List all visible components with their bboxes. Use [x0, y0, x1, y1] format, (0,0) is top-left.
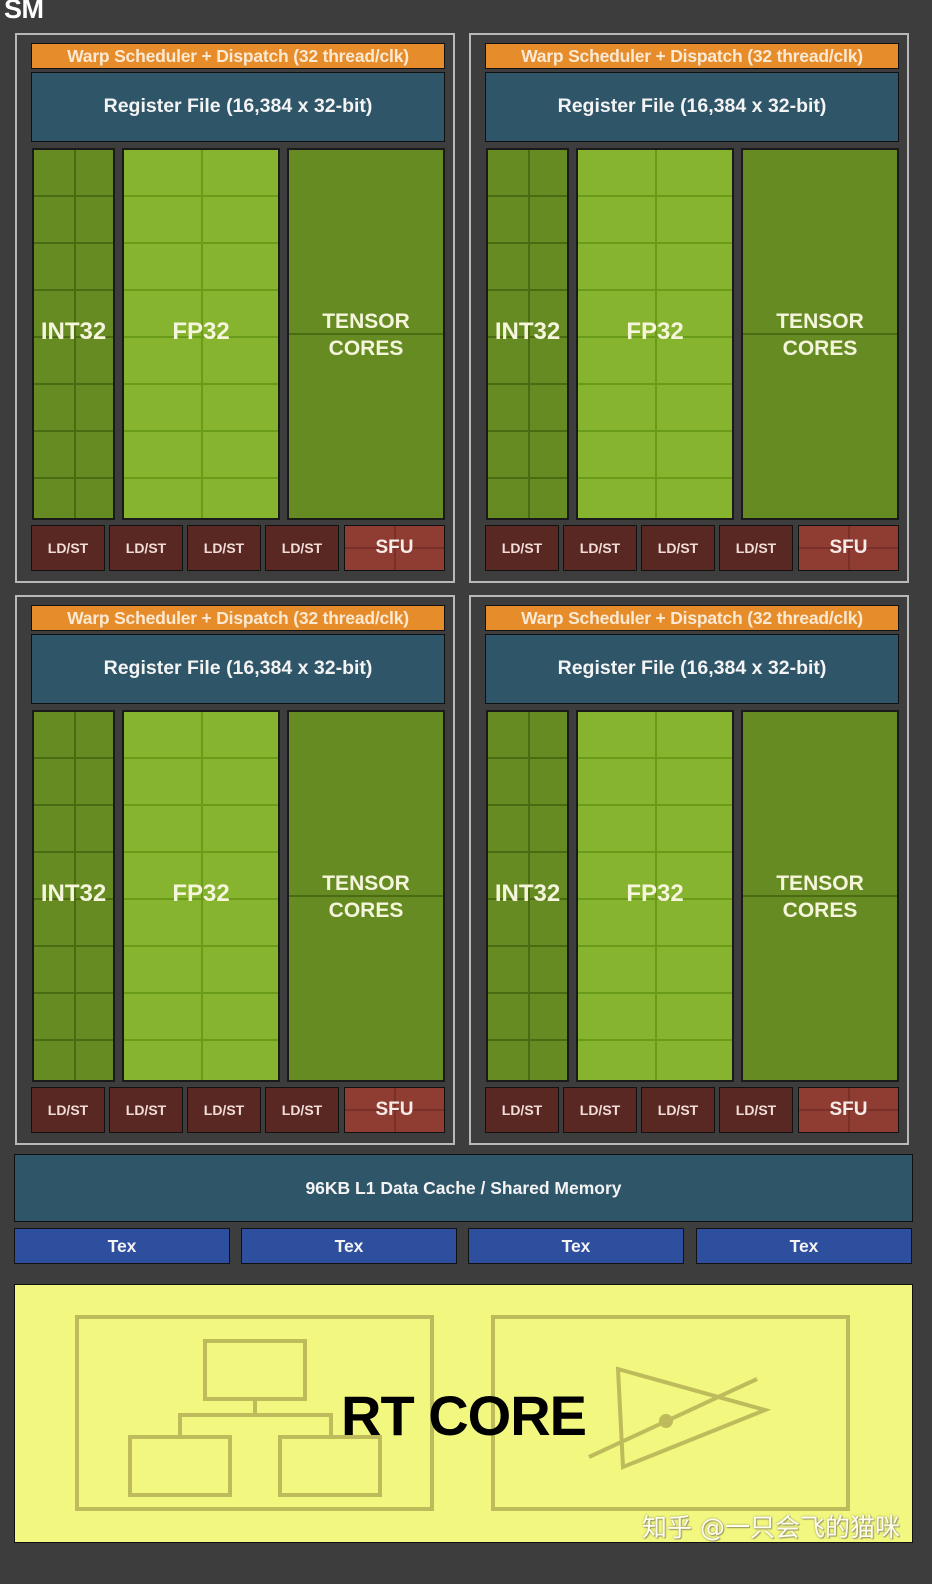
ldst-unit: LD/ST [187, 525, 261, 571]
divider [289, 333, 443, 335]
sfu-unit: SFU [798, 525, 899, 571]
ldst-unit: LD/ST [31, 1087, 105, 1133]
fp32-unit: FP32 [576, 710, 734, 1082]
ldst-unit: LD/ST [187, 1087, 261, 1133]
watermark: 知乎 @一只会飞的猫咪 [642, 1513, 900, 1542]
register-file: Register File (16,384 x 32-bit) [485, 634, 899, 704]
tex-unit: Tex [468, 1228, 684, 1264]
processing-block-2: Warp Scheduler + Dispatch (32 thread/clk… [469, 33, 909, 583]
rt-core-label: RT CORE [341, 1384, 587, 1447]
ldst-unit: LD/ST [641, 1087, 715, 1133]
fp32-label: FP32 [626, 318, 684, 345]
tensor-cores-label: TENSOR CORES [322, 310, 410, 360]
tensor-cores-unit: TENSOR CORES [287, 710, 445, 1082]
ldst-unit: LD/ST [485, 1087, 559, 1133]
ldst-unit: LD/ST [265, 525, 339, 571]
divider [743, 895, 897, 897]
warp-scheduler: Warp Scheduler + Dispatch (32 thread/clk… [485, 43, 899, 69]
ldst-unit: LD/ST [563, 1087, 637, 1133]
int32-unit: INT32 [486, 710, 569, 1082]
processing-block-1: Warp Scheduler + Dispatch (32 thread/clk… [15, 33, 455, 583]
tensor-cores-unit: TENSOR CORES [741, 148, 899, 520]
warp-scheduler: Warp Scheduler + Dispatch (32 thread/clk… [31, 43, 445, 69]
bvh-tree-icon [75, 1315, 434, 1511]
processing-block-4: Warp Scheduler + Dispatch (32 thread/clk… [469, 595, 909, 1145]
int32-label: INT32 [40, 318, 107, 345]
sm-title: SM [4, 0, 44, 24]
int32-unit: INT32 [32, 710, 115, 1082]
warp-scheduler: Warp Scheduler + Dispatch (32 thread/clk… [485, 605, 899, 631]
ray-triangle-intersection-icon [491, 1315, 850, 1511]
ldst-unit: LD/ST [719, 525, 793, 571]
tensor-cores-unit: TENSOR CORES [287, 148, 445, 520]
sfu-unit: SFU [344, 1087, 445, 1133]
ldst-unit: LD/ST [563, 525, 637, 571]
fp32-label: FP32 [626, 880, 684, 907]
tensor-cores-label: TENSOR CORES [776, 872, 864, 922]
divider [743, 333, 897, 335]
tex-unit: Tex [241, 1228, 457, 1264]
ldst-unit: LD/ST [641, 525, 715, 571]
ldst-unit: LD/ST [719, 1087, 793, 1133]
fp32-unit: FP32 [122, 148, 280, 520]
fp32-unit: FP32 [122, 710, 280, 1082]
fp32-label: FP32 [172, 880, 230, 907]
sfu-unit: SFU [798, 1087, 899, 1133]
int32-label: INT32 [494, 880, 561, 907]
tensor-cores-label: TENSOR CORES [776, 310, 864, 360]
ldst-unit: LD/ST [31, 525, 105, 571]
int32-label: INT32 [494, 318, 561, 345]
ldst-unit: LD/ST [265, 1087, 339, 1133]
int32-unit: INT32 [32, 148, 115, 520]
int32-label: INT32 [40, 880, 107, 907]
ldst-unit: LD/ST [485, 525, 559, 571]
rt-core-icons [75, 1315, 850, 1511]
fp32-label: FP32 [172, 318, 230, 345]
ldst-unit: LD/ST [109, 525, 183, 571]
l1-data-cache: 96KB L1 Data Cache / Shared Memory [14, 1154, 913, 1222]
sfu-unit: SFU [344, 525, 445, 571]
warp-scheduler: Warp Scheduler + Dispatch (32 thread/clk… [31, 605, 445, 631]
tex-unit: Tex [14, 1228, 230, 1264]
register-file: Register File (16,384 x 32-bit) [31, 72, 445, 142]
tex-unit: Tex [696, 1228, 912, 1264]
register-file: Register File (16,384 x 32-bit) [31, 634, 445, 704]
tensor-cores-label: TENSOR CORES [322, 872, 410, 922]
fp32-unit: FP32 [576, 148, 734, 520]
divider [289, 895, 443, 897]
processing-block-3: Warp Scheduler + Dispatch (32 thread/clk… [15, 595, 455, 1145]
int32-unit: INT32 [486, 148, 569, 520]
tensor-cores-unit: TENSOR CORES [741, 710, 899, 1082]
ldst-unit: LD/ST [109, 1087, 183, 1133]
rt-core: RT CORE 知乎 @一只会飞的猫咪 [14, 1284, 913, 1543]
register-file: Register File (16,384 x 32-bit) [485, 72, 899, 142]
